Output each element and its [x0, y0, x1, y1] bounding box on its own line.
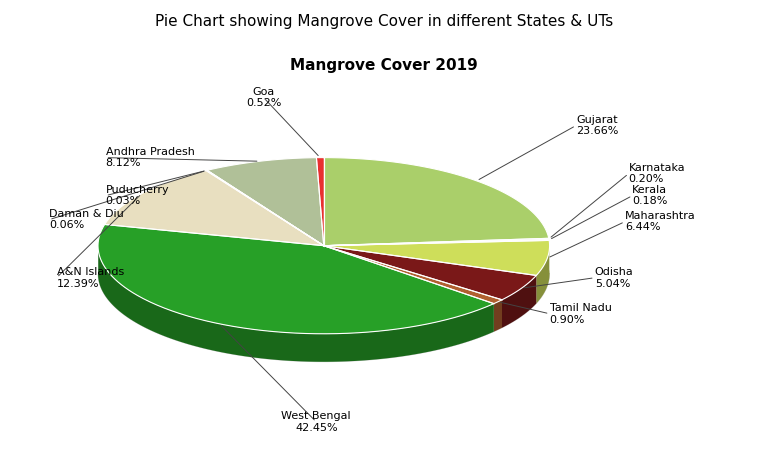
- Polygon shape: [206, 170, 324, 246]
- Text: Puducherry
0.03%: Puducherry 0.03%: [105, 185, 169, 207]
- Polygon shape: [104, 171, 324, 246]
- Text: Odisha
5.04%: Odisha 5.04%: [594, 267, 634, 288]
- Polygon shape: [324, 157, 549, 246]
- Polygon shape: [207, 170, 324, 246]
- Text: Kerala
0.18%: Kerala 0.18%: [632, 185, 667, 207]
- Polygon shape: [324, 240, 550, 275]
- Text: Daman & Diu
0.06%: Daman & Diu 0.06%: [49, 209, 124, 231]
- Polygon shape: [324, 246, 536, 300]
- Text: West Bengal
42.45%: West Bengal 42.45%: [281, 411, 351, 433]
- Text: Andhra Pradesh
8.12%: Andhra Pradesh 8.12%: [105, 147, 194, 168]
- Polygon shape: [98, 242, 494, 362]
- Text: Karnataka
0.20%: Karnataka 0.20%: [628, 163, 685, 184]
- Polygon shape: [494, 300, 502, 332]
- Text: Goa
0.52%: Goa 0.52%: [246, 87, 281, 108]
- Text: Tamil Nadu
0.90%: Tamil Nadu 0.90%: [550, 303, 611, 324]
- Polygon shape: [324, 246, 502, 303]
- Text: Pie Chart showing Mangrove Cover in different States & UTs: Pie Chart showing Mangrove Cover in diff…: [155, 14, 613, 29]
- Polygon shape: [98, 224, 494, 334]
- Polygon shape: [316, 157, 324, 246]
- Polygon shape: [324, 238, 549, 246]
- Polygon shape: [536, 242, 550, 303]
- Text: A&N Islands
12.39%: A&N Islands 12.39%: [57, 267, 124, 288]
- Text: Mangrove Cover 2019: Mangrove Cover 2019: [290, 57, 478, 72]
- Polygon shape: [207, 158, 324, 246]
- Text: Maharashtra
6.44%: Maharashtra 6.44%: [625, 211, 696, 233]
- Polygon shape: [502, 275, 536, 328]
- Text: Gujarat
23.66%: Gujarat 23.66%: [576, 115, 618, 136]
- Polygon shape: [324, 239, 549, 246]
